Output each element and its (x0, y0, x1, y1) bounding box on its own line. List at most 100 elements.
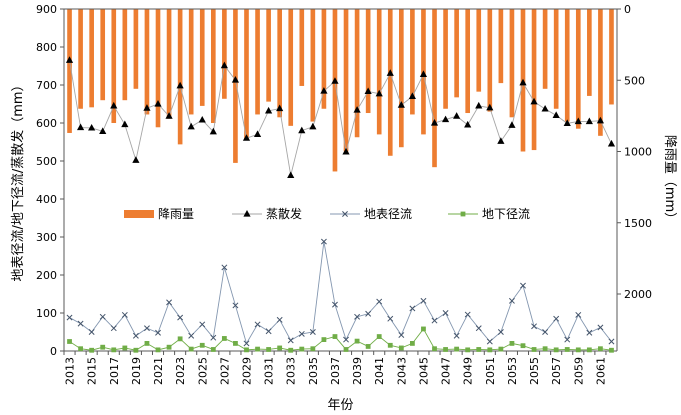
y-axis-right-title: 降雨量（mm） (662, 135, 677, 225)
y-left-tick-label: 0 (50, 345, 57, 358)
x-tick-label: 2035 (307, 357, 320, 385)
rainfall-bar (100, 9, 106, 101)
data-point (165, 112, 173, 119)
data-point (487, 347, 493, 353)
data-point (486, 338, 493, 345)
rainfall-bar (133, 9, 139, 89)
rainfall-bar (277, 9, 282, 118)
x-tick-label: 2059 (572, 357, 585, 385)
y-left-tick-label: 100 (36, 307, 57, 320)
data-point (110, 101, 118, 109)
data-point (309, 329, 316, 335)
data-point (332, 334, 338, 339)
rainfall-bar (498, 9, 504, 84)
x-tick-label: 2033 (285, 357, 298, 385)
data-point (364, 87, 372, 95)
data-point (253, 130, 262, 137)
x-tick-label: 2047 (440, 357, 453, 385)
data-point (122, 345, 128, 351)
y-left-tick-label: 500 (36, 155, 57, 168)
rainfall-bar (509, 9, 515, 118)
data-point (277, 345, 283, 351)
rainfall-bar (288, 9, 294, 126)
rainfall-bar (443, 9, 448, 109)
data-point (574, 117, 582, 125)
data-point (542, 346, 548, 352)
data-point (465, 347, 471, 353)
data-point (419, 70, 428, 77)
data-point (209, 127, 217, 135)
data-point (67, 339, 72, 344)
rainfall-bar (376, 9, 382, 135)
y-right-tick-label: 1500 (624, 217, 652, 230)
x-tick-label: 2013 (64, 357, 77, 385)
data-point (78, 346, 83, 352)
data-point (453, 112, 461, 119)
data-point (288, 347, 294, 353)
rainfall-bars (67, 9, 614, 172)
y-left-tick-label: 400 (36, 193, 57, 206)
data-point (597, 324, 604, 331)
x-tick-label: 2051 (484, 357, 497, 385)
rainfall-bar (476, 9, 482, 92)
data-point (563, 119, 571, 126)
rainfall-bar (332, 9, 338, 172)
legend-item: 地下径流 (448, 207, 530, 221)
data-point (187, 122, 195, 130)
rainfall-bar (199, 9, 205, 106)
data-point (89, 347, 95, 353)
data-point (409, 341, 415, 346)
data-point (310, 346, 316, 352)
data-point (265, 328, 272, 335)
data-point (586, 347, 592, 353)
data-point (476, 347, 482, 352)
data-point (608, 338, 615, 345)
data-point (221, 264, 228, 271)
axes (60, 8, 621, 355)
rainfall-bar (166, 9, 172, 119)
data-point (497, 329, 504, 335)
rainfall-bar (155, 9, 161, 128)
data-point (199, 321, 206, 328)
data-point (242, 134, 251, 141)
rainfall-bar (399, 9, 404, 148)
data-point (343, 336, 349, 343)
data-point (121, 120, 129, 128)
x-tick-label: 2037 (329, 357, 342, 385)
legend-marker (460, 211, 466, 217)
data-point (475, 101, 483, 109)
y-right-tick-label: 1000 (624, 146, 652, 159)
data-point (332, 301, 338, 308)
y-left-tick-label: 900 (36, 3, 57, 16)
rainfall-bar (432, 9, 437, 168)
data-point (607, 139, 616, 147)
x-tick-label: 2017 (108, 357, 121, 385)
rainfall-bar (144, 9, 150, 115)
rainfall-bar (244, 9, 249, 141)
data-point (430, 119, 439, 126)
data-point (508, 297, 515, 304)
rainfall-bar (78, 9, 83, 109)
data-point (110, 325, 117, 332)
data-point (210, 334, 217, 341)
data-point (143, 325, 150, 332)
rainfall-bar (188, 9, 194, 115)
data-point (221, 336, 227, 341)
data-point (111, 347, 117, 353)
x-tick-label: 2045 (417, 357, 430, 385)
data-point (254, 321, 261, 328)
data-point (342, 147, 350, 155)
data-point (454, 346, 460, 352)
legend-item: 地表径流 (330, 207, 412, 221)
data-point (243, 340, 250, 347)
data-point (232, 302, 239, 309)
x-tick-label: 2021 (152, 357, 165, 385)
rainfall-bar (542, 9, 548, 89)
data-point (530, 97, 538, 105)
data-point (88, 329, 95, 335)
data-point (365, 344, 371, 349)
legend-label: 降雨量 (158, 207, 194, 221)
data-point (354, 313, 361, 320)
rainfall-bar (266, 9, 271, 102)
x-tick-label: 2061 (594, 357, 607, 385)
